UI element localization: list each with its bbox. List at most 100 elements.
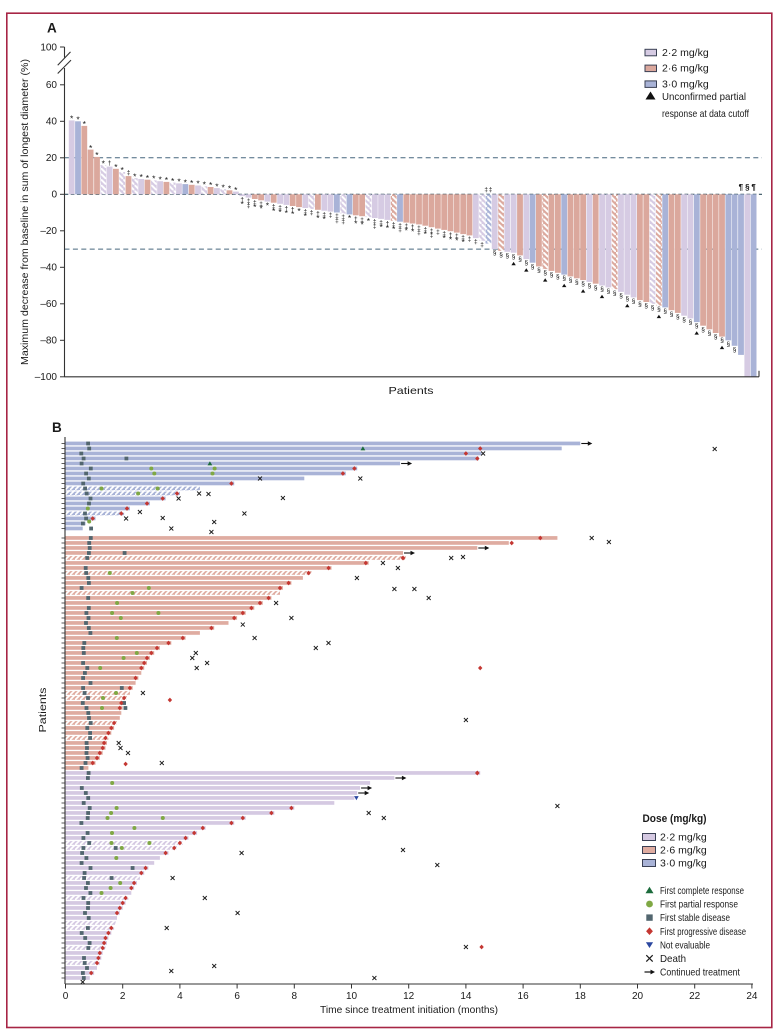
svg-text:‡: ‡ (341, 218, 345, 225)
svg-text:*: * (304, 211, 308, 221)
svg-text:§: § (581, 281, 585, 288)
svg-text:4: 4 (177, 991, 183, 1002)
svg-text:24: 24 (746, 991, 758, 1002)
svg-text:Time since treatment initiatio: Time since treatment initiation (months) (320, 1004, 498, 1016)
svg-text:§: § (720, 337, 724, 344)
svg-text:‡: ‡ (423, 226, 427, 233)
svg-text:§: § (556, 273, 560, 280)
svg-text:‡: ‡ (404, 223, 408, 230)
svg-text:‡: ‡ (335, 218, 339, 225)
svg-text:10: 10 (346, 991, 358, 1002)
svg-text:*: * (114, 162, 118, 172)
svg-text:‡: ‡ (417, 225, 421, 232)
svg-text:12: 12 (403, 991, 415, 1002)
svg-text:‡: ‡ (468, 236, 472, 243)
svg-text:‡: ‡ (379, 220, 383, 227)
svg-text:14: 14 (460, 991, 472, 1002)
svg-text:*: * (83, 119, 87, 129)
svg-text:§: § (543, 270, 547, 277)
svg-text:*: * (228, 184, 232, 194)
svg-text:§: § (499, 252, 503, 259)
svg-text:‡: ‡ (430, 228, 434, 235)
svg-text:Continued treatment: Continued treatment (660, 967, 740, 979)
svg-text:‡: ‡ (430, 232, 434, 239)
svg-text:‡: ‡ (474, 239, 478, 246)
svg-text:‡: ‡ (360, 217, 364, 224)
svg-text:3·0 mg/kg: 3·0 mg/kg (662, 78, 709, 90)
svg-text:*: * (190, 178, 194, 188)
svg-text:§: § (676, 314, 680, 321)
svg-text:§: § (726, 341, 730, 348)
svg-text:‡: ‡ (127, 170, 131, 177)
svg-text:‡: ‡ (259, 201, 263, 208)
svg-text:*: * (184, 177, 188, 187)
svg-text:*: * (70, 114, 74, 124)
svg-text:*: * (323, 214, 327, 224)
svg-text:*: * (392, 224, 396, 234)
svg-text:§: § (682, 316, 686, 323)
svg-text:‡: ‡ (480, 241, 484, 248)
svg-text:*: * (165, 175, 169, 185)
svg-text:§: § (701, 326, 705, 333)
svg-text:*: * (449, 234, 453, 244)
svg-text:First progressive disease: First progressive disease (660, 926, 746, 938)
svg-text:§: § (569, 277, 573, 284)
svg-text:§: § (651, 304, 655, 311)
svg-text:*: * (152, 174, 156, 184)
svg-text:*: * (367, 216, 371, 226)
svg-text:‡: ‡ (398, 222, 402, 229)
svg-text:†: † (386, 221, 390, 228)
svg-text:§: § (714, 334, 718, 341)
svg-text:20: 20 (46, 153, 58, 164)
svg-text:¶: ¶ (739, 183, 744, 192)
svg-text:§: § (670, 311, 674, 318)
svg-text:*: * (405, 226, 409, 236)
svg-text:‡: ‡ (455, 233, 459, 240)
svg-text:†: † (240, 197, 244, 204)
svg-text:*: * (411, 227, 415, 237)
svg-text:§: § (695, 323, 699, 330)
svg-text:†: † (449, 232, 453, 239)
svg-text:*: * (222, 182, 226, 192)
svg-text:*: * (89, 143, 93, 153)
svg-text:Dose (mg/kg): Dose (mg/kg) (643, 813, 707, 825)
svg-text:‡: ‡ (461, 235, 465, 242)
svg-text:Maximum decrease from baseline: Maximum decrease from baseline in sum of… (20, 59, 31, 365)
svg-text:2·6 mg/kg: 2·6 mg/kg (660, 845, 707, 857)
svg-text:‡: ‡ (373, 219, 377, 226)
svg-text:‡: ‡ (322, 211, 326, 218)
svg-text:‡: ‡ (484, 186, 488, 193)
svg-text:Death: Death (660, 953, 686, 965)
svg-text:First stable disease: First stable disease (660, 912, 730, 924)
svg-text:‡: ‡ (335, 213, 339, 220)
svg-text:2·2 mg/kg: 2·2 mg/kg (662, 47, 709, 59)
svg-text:‡: ‡ (278, 204, 282, 211)
svg-text:–100: –100 (35, 372, 58, 383)
svg-text:*: * (379, 222, 383, 232)
svg-text:0: 0 (51, 190, 57, 201)
svg-text:†: † (291, 207, 295, 214)
svg-text:§: § (663, 308, 667, 315)
svg-text:*: * (424, 229, 428, 239)
svg-text:*: * (76, 115, 80, 125)
svg-text:18: 18 (575, 991, 587, 1002)
svg-text:*: * (259, 203, 263, 213)
svg-text:–20: –20 (40, 226, 57, 237)
svg-text:‡: ‡ (442, 231, 446, 238)
svg-text:‡: ‡ (329, 212, 333, 219)
svg-text:§: § (493, 250, 497, 257)
svg-text:§: § (708, 330, 712, 337)
svg-text:§: § (562, 275, 566, 282)
svg-text:‡: ‡ (247, 203, 251, 210)
svg-text:§: § (644, 303, 648, 310)
svg-text:*: * (455, 236, 459, 246)
svg-text:*: * (171, 176, 175, 186)
svg-text:§: § (524, 260, 528, 267)
svg-text:–60: –60 (40, 299, 57, 310)
svg-text:‡: ‡ (398, 227, 402, 234)
svg-text:20: 20 (632, 991, 644, 1002)
svg-text:†: † (316, 210, 320, 217)
svg-text:2·2 mg/kg: 2·2 mg/kg (660, 832, 707, 844)
svg-text:*: * (266, 200, 270, 210)
svg-text:‡: ‡ (253, 200, 257, 207)
